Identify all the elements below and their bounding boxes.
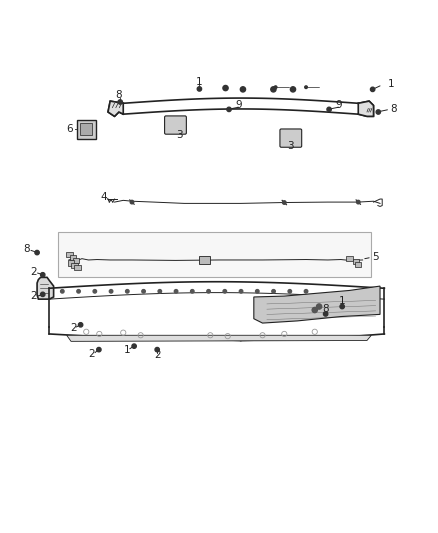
Polygon shape bbox=[37, 277, 53, 299]
Text: 2: 2 bbox=[88, 350, 95, 359]
FancyBboxPatch shape bbox=[165, 116, 186, 134]
Circle shape bbox=[304, 289, 308, 293]
Circle shape bbox=[371, 87, 375, 92]
Text: 2: 2 bbox=[70, 324, 77, 333]
FancyBboxPatch shape bbox=[353, 259, 359, 264]
Circle shape bbox=[376, 110, 381, 114]
Circle shape bbox=[288, 289, 292, 293]
Text: 9: 9 bbox=[235, 100, 242, 110]
Circle shape bbox=[191, 289, 194, 293]
Circle shape bbox=[41, 292, 45, 296]
Polygon shape bbox=[67, 335, 371, 341]
Circle shape bbox=[132, 344, 136, 349]
Text: 1: 1 bbox=[388, 79, 394, 88]
Circle shape bbox=[93, 289, 96, 293]
Text: 9: 9 bbox=[336, 100, 342, 110]
FancyBboxPatch shape bbox=[74, 265, 81, 270]
Text: 2: 2 bbox=[154, 350, 160, 360]
FancyBboxPatch shape bbox=[199, 256, 210, 264]
Circle shape bbox=[197, 87, 201, 91]
Circle shape bbox=[223, 289, 226, 293]
Text: 4: 4 bbox=[100, 192, 107, 202]
Circle shape bbox=[126, 289, 129, 293]
Circle shape bbox=[240, 87, 246, 92]
Text: 2: 2 bbox=[31, 291, 37, 301]
Circle shape bbox=[158, 289, 162, 293]
Circle shape bbox=[312, 308, 318, 313]
Circle shape bbox=[271, 87, 276, 92]
FancyBboxPatch shape bbox=[73, 258, 79, 263]
FancyBboxPatch shape bbox=[280, 129, 302, 147]
Circle shape bbox=[142, 289, 145, 293]
Circle shape bbox=[272, 289, 276, 293]
Text: 3: 3 bbox=[177, 130, 183, 140]
FancyBboxPatch shape bbox=[77, 120, 96, 139]
FancyBboxPatch shape bbox=[71, 263, 78, 268]
Circle shape bbox=[41, 272, 45, 277]
Text: 8: 8 bbox=[116, 91, 122, 100]
FancyBboxPatch shape bbox=[58, 232, 371, 277]
Circle shape bbox=[255, 289, 259, 293]
Circle shape bbox=[283, 201, 286, 204]
FancyBboxPatch shape bbox=[66, 252, 73, 257]
FancyBboxPatch shape bbox=[355, 262, 361, 267]
Circle shape bbox=[35, 251, 39, 255]
Circle shape bbox=[340, 304, 344, 309]
Text: 8: 8 bbox=[390, 103, 396, 114]
Polygon shape bbox=[254, 286, 380, 323]
Circle shape bbox=[174, 289, 178, 293]
Circle shape bbox=[130, 200, 134, 204]
Circle shape bbox=[357, 200, 360, 204]
FancyBboxPatch shape bbox=[70, 255, 76, 261]
FancyBboxPatch shape bbox=[67, 261, 74, 265]
Circle shape bbox=[97, 348, 101, 352]
Text: 8: 8 bbox=[23, 244, 30, 254]
Text: 1: 1 bbox=[124, 345, 130, 355]
Circle shape bbox=[223, 85, 228, 91]
Polygon shape bbox=[358, 101, 374, 116]
Text: 1: 1 bbox=[196, 77, 203, 86]
Circle shape bbox=[155, 348, 159, 352]
Circle shape bbox=[110, 289, 113, 293]
Circle shape bbox=[317, 304, 322, 309]
Circle shape bbox=[323, 312, 328, 316]
Circle shape bbox=[227, 107, 231, 111]
Circle shape bbox=[274, 86, 277, 88]
Circle shape bbox=[118, 100, 122, 104]
Text: 8: 8 bbox=[322, 304, 329, 314]
Text: 6: 6 bbox=[67, 124, 73, 134]
Text: 5: 5 bbox=[372, 252, 379, 262]
Circle shape bbox=[60, 289, 64, 293]
Circle shape bbox=[239, 289, 243, 293]
Circle shape bbox=[305, 86, 307, 88]
FancyBboxPatch shape bbox=[346, 256, 353, 261]
FancyBboxPatch shape bbox=[80, 123, 92, 135]
Polygon shape bbox=[108, 101, 123, 116]
Text: 3: 3 bbox=[287, 141, 294, 150]
Circle shape bbox=[207, 289, 210, 293]
Circle shape bbox=[78, 322, 83, 327]
Text: 1: 1 bbox=[339, 296, 346, 306]
Text: 2: 2 bbox=[31, 267, 37, 277]
Circle shape bbox=[290, 87, 296, 92]
Circle shape bbox=[327, 107, 331, 111]
Circle shape bbox=[77, 289, 80, 293]
